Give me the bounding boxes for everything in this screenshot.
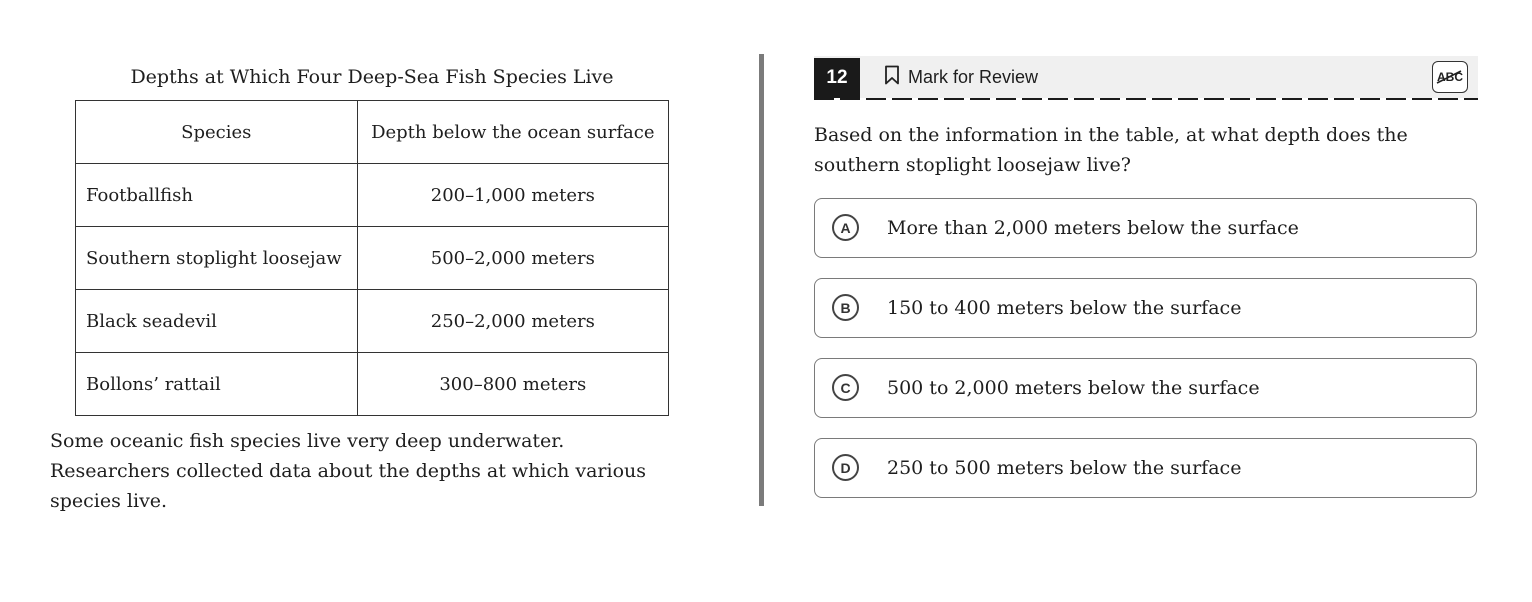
table-row: Bollons’ rattail 300–800 meters: [75, 352, 670, 416]
header-species: Species: [75, 100, 358, 164]
passage-panel: Depths at Which Four Deep-Sea Fish Speci…: [50, 66, 680, 516]
choice-letter: B: [832, 294, 859, 321]
choice-letter: D: [832, 454, 859, 481]
mark-for-review-button[interactable]: Mark for Review: [884, 64, 1038, 90]
panel-divider[interactable]: [759, 54, 764, 506]
cell-depth: 500–2,000 meters: [356, 226, 670, 290]
table-row: Southern stoplight loosejaw 500–2,000 me…: [75, 226, 670, 290]
answer-choices: A More than 2,000 meters below the surfa…: [814, 198, 1478, 498]
question-panel: 12 Mark for Review ABC Based on the info…: [814, 56, 1478, 518]
choice-text: 500 to 2,000 meters below the surface: [887, 377, 1260, 399]
header-depth: Depth below the ocean surface: [356, 100, 670, 164]
question-text: Based on the information in the table, a…: [814, 124, 1408, 176]
cell-depth: 250–2,000 meters: [356, 289, 670, 353]
header-dashed-divider: [814, 96, 1478, 100]
choice-letter: C: [832, 374, 859, 401]
choice-letter: A: [832, 214, 859, 241]
cell-species: Bollons’ rattail: [75, 352, 358, 416]
species-depth-table: Species Depth below the ocean surface Fo…: [75, 100, 670, 416]
table-row: Black seadevil 250–2,000 meters: [75, 289, 670, 353]
question-number: 12: [814, 58, 860, 98]
choice-b[interactable]: B 150 to 400 meters below the surface: [814, 278, 1477, 338]
choice-a[interactable]: A More than 2,000 meters below the surfa…: [814, 198, 1477, 258]
choice-text: More than 2,000 meters below the surface: [887, 217, 1299, 239]
cell-depth: 200–1,000 meters: [356, 163, 670, 227]
question-header: 12 Mark for Review ABC: [814, 56, 1478, 98]
choice-text: 250 to 500 meters below the surface: [887, 457, 1242, 479]
table-header-row: Species Depth below the ocean surface: [75, 100, 670, 164]
table-row: Footballfish 200–1,000 meters: [75, 163, 670, 227]
answer-eliminator-button[interactable]: ABC: [1432, 61, 1468, 93]
cell-species: Southern stoplight loosejaw: [75, 226, 358, 290]
choice-text: 150 to 400 meters below the surface: [887, 297, 1242, 319]
passage-text: Some oceanic fish species live very deep…: [50, 430, 647, 512]
abc-strikethrough-icon: ABC: [1436, 70, 1463, 84]
mark-for-review-label: Mark for Review: [908, 66, 1039, 87]
cell-depth: 300–800 meters: [356, 352, 670, 416]
cell-species: Footballfish: [75, 163, 358, 227]
bookmark-icon: [884, 65, 900, 90]
cell-species: Black seadevil: [75, 289, 358, 353]
choice-c[interactable]: C 500 to 2,000 meters below the surface: [814, 358, 1477, 418]
table-title: Depths at Which Four Deep-Sea Fish Speci…: [130, 66, 614, 88]
choice-d[interactable]: D 250 to 500 meters below the surface: [814, 438, 1477, 498]
